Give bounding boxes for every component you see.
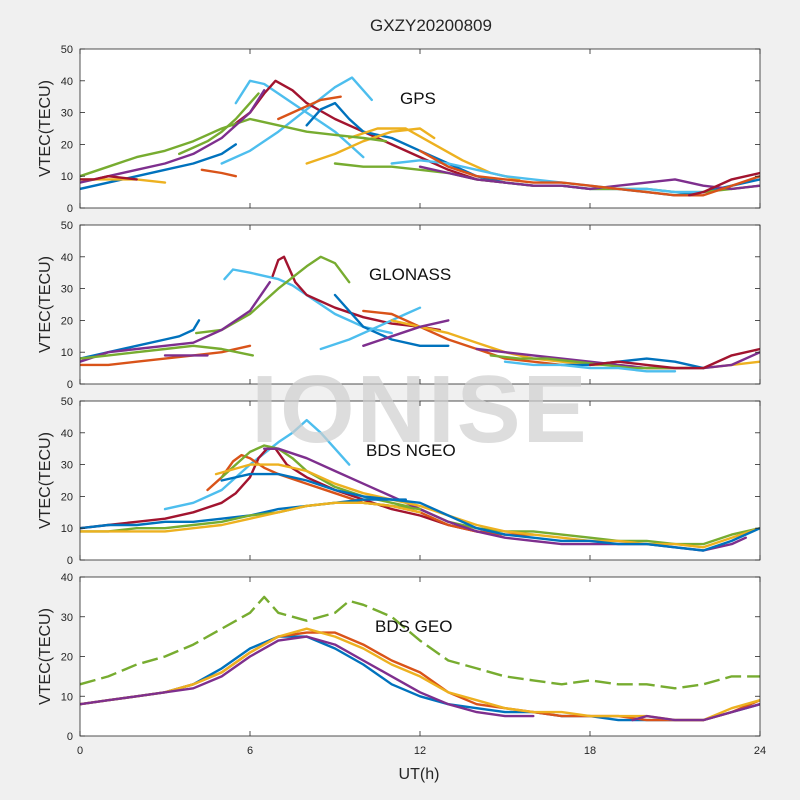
- series-line-1: [234, 79, 365, 159]
- panel-label: GPS: [400, 89, 436, 108]
- series-line-5: [80, 635, 535, 718]
- series-line-7: [220, 472, 760, 552]
- series-line-10: [319, 306, 422, 351]
- x-axis-label: UT(h): [399, 766, 440, 783]
- y-axis-label: VTEC(TECU): [37, 256, 54, 353]
- y-tick-label: 20: [61, 315, 73, 327]
- y-tick-label: 10: [61, 691, 73, 703]
- series-line-19: [688, 171, 760, 197]
- y-tick-label: 50: [61, 44, 73, 56]
- y-tick-label: 20: [61, 491, 73, 503]
- watermark: IONISE: [251, 356, 588, 463]
- x-tick-label: 24: [754, 745, 766, 757]
- panel-label: BDS GEO: [375, 617, 452, 636]
- series-line-13: [362, 319, 450, 347]
- y-tick-label: 10: [61, 347, 73, 359]
- y-tick-label: 30: [61, 284, 73, 296]
- series-line-11: [80, 89, 266, 184]
- y-tick-label: 30: [61, 612, 73, 624]
- series-line-18: [80, 174, 138, 181]
- plot-area: [80, 577, 760, 736]
- y-tick-label: 20: [61, 139, 73, 151]
- series-line-13: [80, 143, 238, 191]
- series-line-15: [200, 168, 238, 178]
- y-tick-label: 0: [67, 731, 73, 743]
- series-line-6: [631, 703, 760, 722]
- y-tick-label: 30: [61, 108, 73, 120]
- series-line-12: [418, 165, 760, 191]
- series-line-6: [80, 344, 252, 367]
- series-line-6: [214, 463, 760, 549]
- series-line-4: [277, 95, 342, 121]
- x-tick-label: 0: [77, 745, 83, 757]
- series-line-9: [333, 293, 450, 347]
- y-tick-label: 50: [61, 396, 73, 408]
- x-tick-label: 12: [414, 745, 426, 757]
- y-axis-label: VTEC(TECU): [37, 80, 54, 177]
- series-line-14: [475, 347, 760, 370]
- y-tick-label: 40: [61, 252, 73, 264]
- series-line-9: [177, 92, 260, 156]
- series-line-2: [271, 255, 441, 332]
- y-tick-label: 0: [67, 379, 73, 391]
- series-line-3: [206, 453, 535, 536]
- y-tick-label: 40: [61, 428, 73, 440]
- subplot-3: 0 10 20 30 40 50 VTEC(TECU) BDS NGEO: [37, 396, 761, 567]
- figure-title: GXZY20200809: [370, 16, 492, 35]
- y-tick-label: 10: [61, 171, 73, 183]
- series-line-11: [362, 309, 563, 367]
- y-axis-label: VTEC(TECU): [37, 432, 54, 529]
- series-line-6: [305, 127, 436, 165]
- series-line-18: [588, 347, 760, 370]
- series-line-16: [560, 357, 705, 370]
- panel-label: GLONASS: [369, 265, 451, 284]
- series-group: [80, 418, 760, 552]
- y-tick-label: 20: [61, 652, 73, 664]
- y-axis-label: VTEC(TECU): [37, 608, 54, 705]
- series-group: [80, 255, 760, 373]
- series-group: [80, 595, 760, 722]
- y-tick-label: 0: [67, 555, 73, 567]
- series-line-5: [80, 281, 271, 363]
- series-group: [80, 76, 760, 197]
- panel-label: BDS NGEO: [366, 441, 456, 460]
- series-line-3: [231, 79, 507, 184]
- subplot-1: 0 10 20 30 40 50 VTEC(TECU) GPS: [37, 44, 761, 215]
- x-tick-label: 18: [584, 745, 596, 757]
- plot-area: [80, 401, 760, 560]
- series-line-1: [163, 418, 351, 511]
- y-tick-label: 30: [61, 460, 73, 472]
- subplot-2: 0 10 20 30 40 50 VTEC(TECU) GLONASS: [37, 220, 761, 391]
- series-line-2: [220, 76, 373, 165]
- series-line-10: [80, 501, 422, 533]
- y-tick-label: 40: [61, 76, 73, 88]
- series-line-17: [503, 360, 677, 373]
- y-tick-label: 10: [61, 523, 73, 535]
- y-tick-label: 0: [67, 203, 73, 215]
- subplot-4: 0 6 12 18 24 0 10 20 30 40 VTEC(TECU) BDS GEO: [37, 572, 766, 757]
- y-tick-label: 50: [61, 220, 73, 232]
- y-tick-label: 40: [61, 572, 73, 584]
- x-tick-label: 6: [247, 745, 253, 757]
- series-line-7: [80, 344, 255, 360]
- series-line-17: [418, 149, 760, 197]
- subplots: 0 10 20 30 40 50 VTEC(TECU) GPS 0 10 20 30 40 50 VTEC(…: [37, 44, 766, 757]
- series-line-15: [489, 354, 691, 370]
